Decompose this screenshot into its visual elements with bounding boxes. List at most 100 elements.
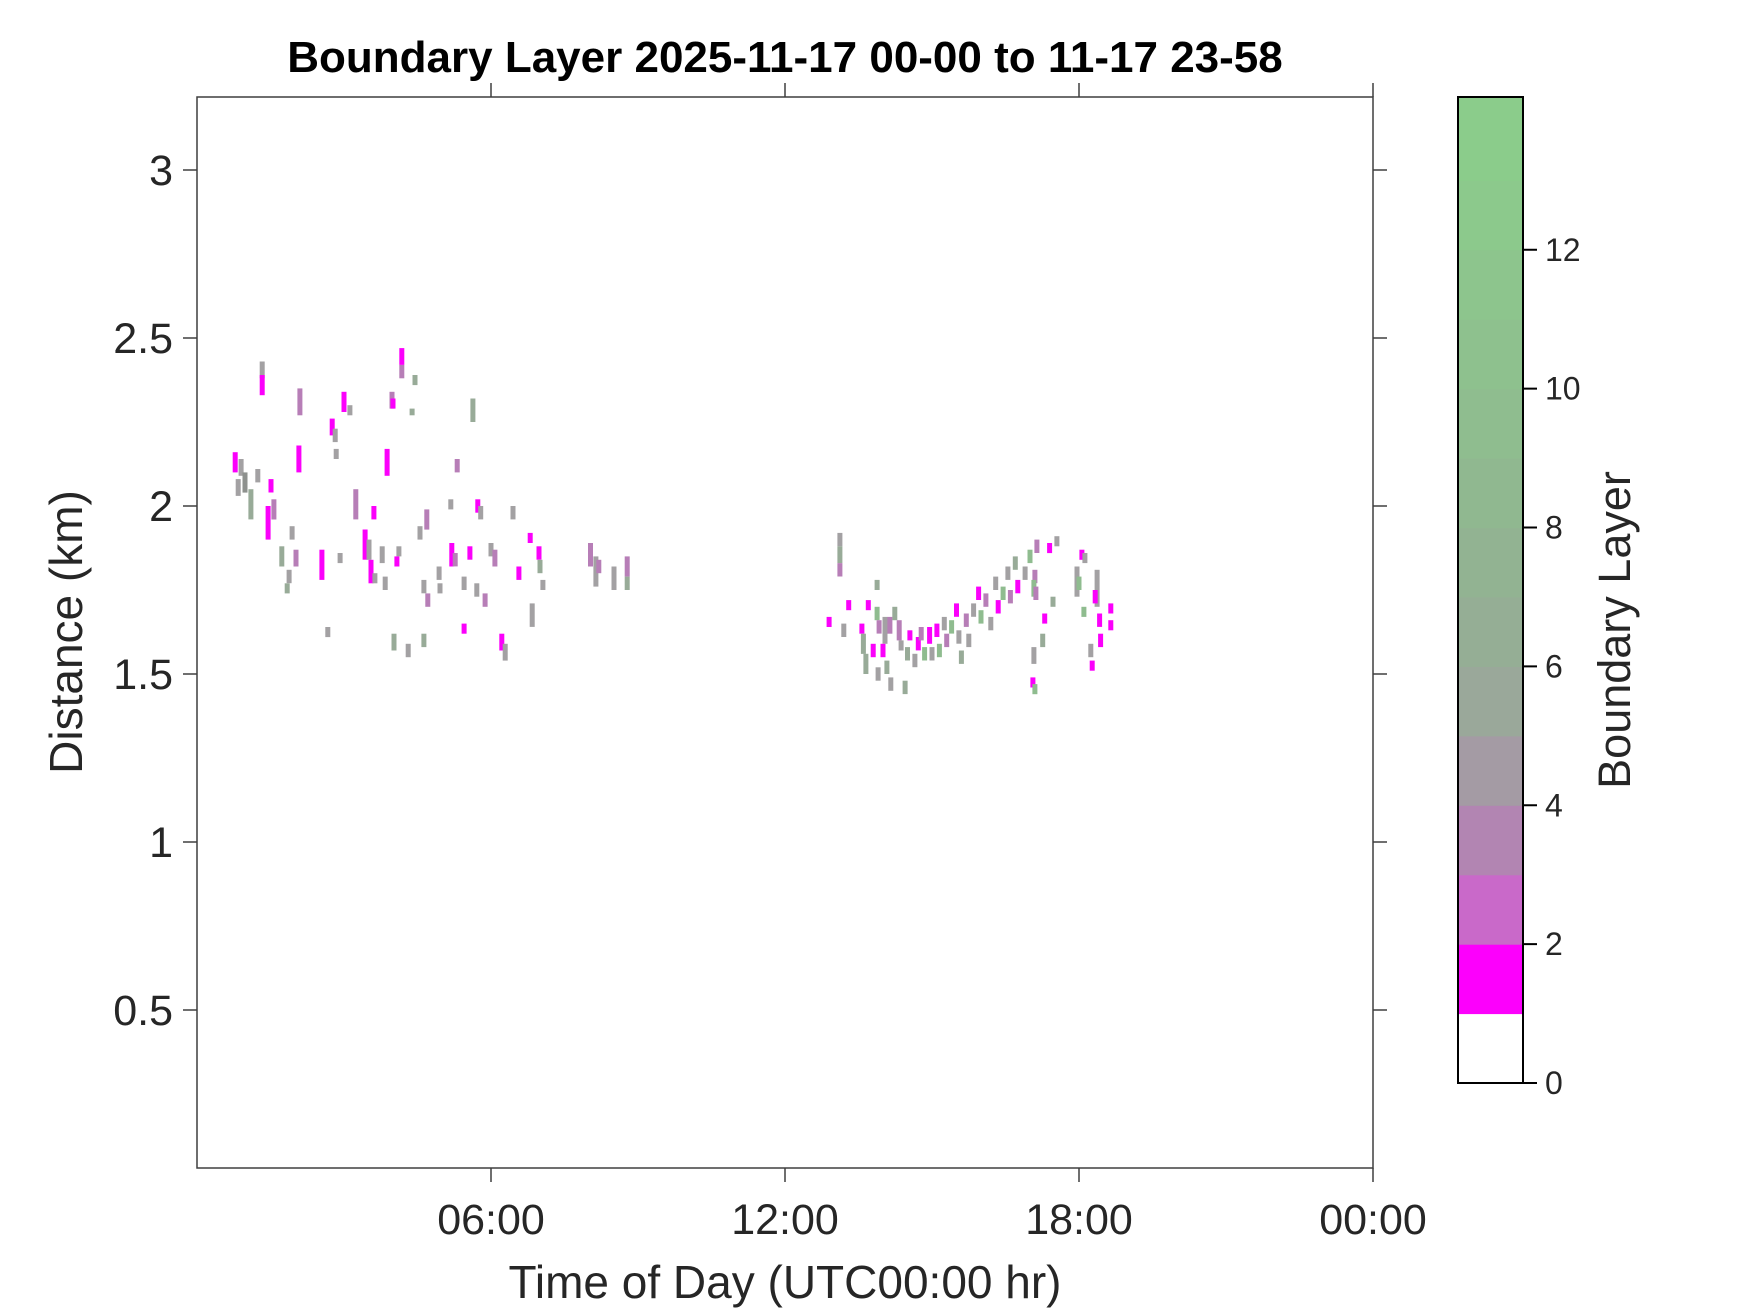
data-mark	[841, 623, 847, 637]
data-mark	[837, 563, 843, 577]
data-mark	[880, 643, 886, 658]
data-mark	[279, 546, 285, 567]
x-tick-label: 00:00	[1319, 1196, 1427, 1244]
data-mark	[540, 579, 546, 590]
data-mark	[922, 647, 928, 661]
data-mark	[255, 469, 261, 483]
data-mark	[353, 489, 359, 520]
data-mark	[1012, 556, 1018, 570]
data-mark	[944, 633, 950, 648]
data-mark	[242, 472, 248, 493]
data-mark	[425, 593, 431, 607]
data-mark	[1108, 603, 1114, 614]
axis-tick-labels: 06:00 12:00 18:00 00:00 0.5 1 1.5 2 2.5 3	[113, 147, 1427, 1244]
data-mark	[860, 633, 866, 654]
data-mark	[963, 613, 969, 627]
colorbar-tick-label: 4	[1545, 787, 1563, 823]
data-mark	[971, 603, 977, 617]
data-mark	[875, 667, 881, 681]
data-mark	[492, 549, 498, 567]
data-mark	[983, 593, 989, 607]
x-axis-label: Time of Day (UTC00:00 hr)	[509, 1256, 1062, 1308]
data-mark	[1076, 576, 1082, 590]
data-mark	[454, 459, 460, 473]
data-mark	[399, 364, 405, 379]
data-mark	[934, 623, 940, 637]
data-mark	[892, 606, 898, 621]
data-mark	[837, 532, 843, 547]
data-mark	[417, 526, 423, 540]
data-mark	[1079, 549, 1085, 560]
data-mark	[382, 576, 388, 590]
data-mark	[424, 509, 430, 530]
data-mark	[337, 553, 343, 564]
data-mark	[1088, 643, 1094, 658]
data-mark	[1033, 586, 1039, 600]
data-mark	[372, 573, 378, 584]
data-mark	[865, 600, 871, 611]
data-mark	[259, 361, 265, 379]
data-mark	[467, 546, 473, 560]
data-mark	[297, 388, 303, 416]
colorbar-tick-label: 6	[1545, 648, 1563, 684]
data-mark	[235, 479, 241, 496]
data-mark	[976, 586, 982, 600]
data-mark	[448, 499, 454, 510]
data-mark	[993, 576, 999, 590]
data-mark	[482, 593, 488, 607]
data-mark	[1022, 566, 1028, 580]
data-mark	[1034, 539, 1040, 553]
data-mark	[399, 348, 405, 365]
data-mark	[271, 499, 277, 520]
colorbar-tick-label: 2	[1545, 926, 1563, 962]
y-tick-label: 3	[149, 147, 173, 195]
data-mark	[898, 640, 904, 651]
data-mark	[1082, 553, 1088, 564]
data-mark	[837, 546, 843, 564]
data-mark	[927, 627, 933, 644]
data-mark	[874, 606, 880, 621]
data-mark	[859, 623, 865, 634]
data-mark	[846, 600, 852, 611]
data-mark	[529, 603, 535, 627]
colorbar-tick-label: 12	[1545, 232, 1581, 268]
colorbar-band	[1458, 874, 1523, 945]
data-mark	[1032, 569, 1038, 584]
colorbar-tick-label: 10	[1545, 371, 1581, 407]
data-mark	[995, 600, 1001, 614]
data-mark	[884, 660, 890, 674]
data-mark	[409, 408, 415, 416]
data-mark	[912, 653, 918, 668]
data-mark	[232, 452, 238, 473]
axis-ticks	[183, 83, 1387, 1182]
data-mark	[329, 418, 335, 436]
data-mark	[347, 405, 353, 416]
data-mark	[289, 526, 295, 540]
data-mark	[412, 375, 418, 386]
data-mark	[296, 445, 302, 473]
scatter-marks	[232, 348, 1114, 695]
x-tick-label: 18:00	[1025, 1196, 1133, 1244]
data-mark	[902, 680, 908, 695]
data-mark	[593, 556, 599, 587]
data-mark	[293, 549, 299, 567]
data-mark	[390, 398, 396, 409]
data-mark	[907, 630, 913, 641]
data-mark	[988, 616, 994, 631]
data-mark	[461, 623, 467, 634]
data-mark	[1042, 613, 1048, 624]
data-mark	[396, 546, 402, 557]
data-mark	[882, 616, 888, 644]
data-mark	[449, 543, 455, 567]
data-mark	[325, 627, 331, 638]
colorbar: 0 2 4 6 8 10 12	[1457, 96, 1581, 1101]
data-mark	[611, 566, 617, 590]
data-mark	[461, 576, 467, 590]
data-mark	[394, 556, 400, 567]
data-mark	[596, 559, 602, 574]
data-mark	[624, 576, 630, 590]
y-tick-label: 1.5	[113, 651, 173, 699]
data-mark	[332, 428, 338, 443]
data-mark	[319, 566, 325, 580]
data-mark	[286, 569, 292, 584]
